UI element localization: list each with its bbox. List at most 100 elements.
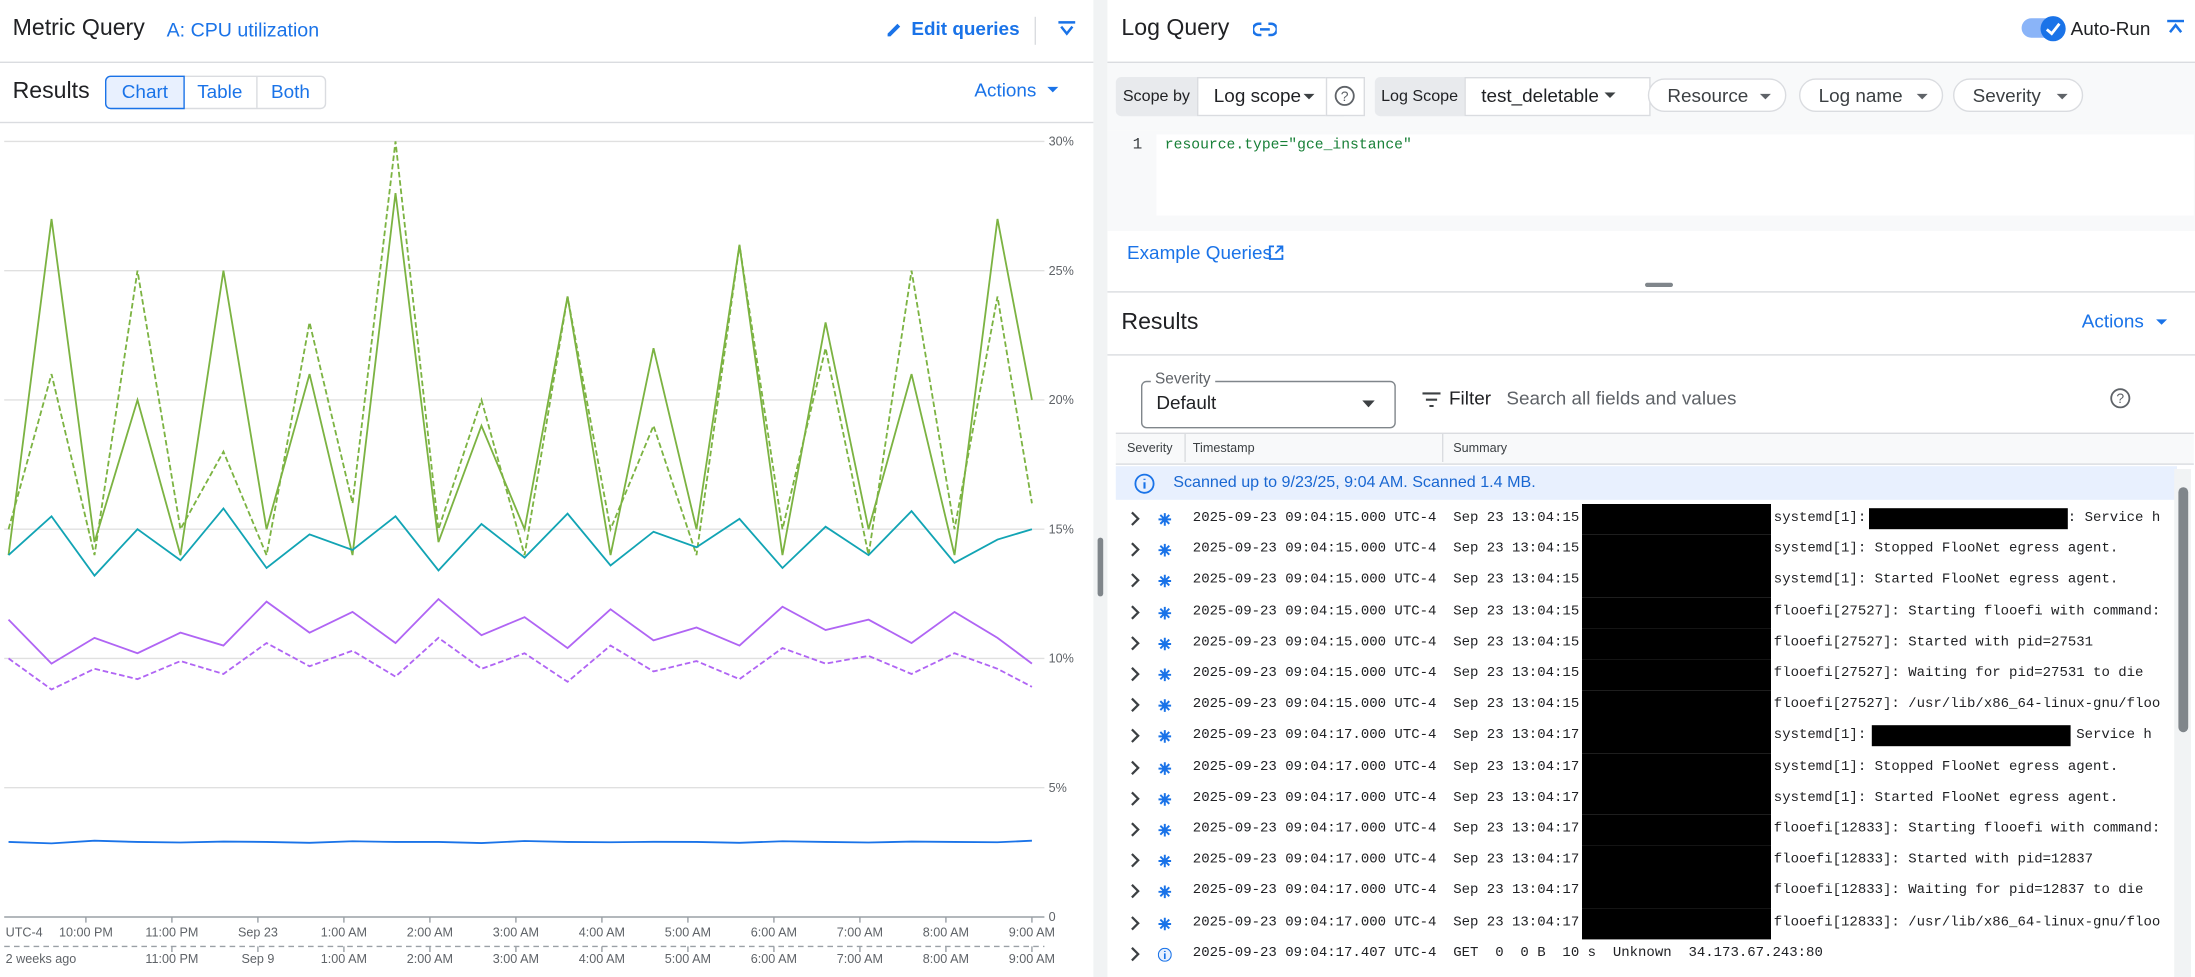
x-tick-label: 1:00 AM [321,926,367,940]
expand-icon[interactable] [1130,822,1141,837]
expand-icon[interactable] [1130,511,1141,526]
log-row[interactable]: 2025-09-23 09:04:15.000 UTC-4 Sep 23 13:0… [1116,628,2177,660]
series-line [7,192,1033,556]
timestamp: 2025-09-23 09:04:15.000 UTC-4 [1192,697,1437,713]
timestamp: 2025-09-23 09:04:17.000 UTC-4 [1192,852,1437,869]
expand-icon[interactable] [1130,946,1141,961]
tab[interactable]: Chart [105,75,185,110]
auto-run[interactable]: Auto-Run [2070,18,2151,40]
collapse-icon[interactable] [1057,21,1077,38]
drag-handle[interactable] [1645,282,1673,287]
log-row[interactable]: 2025-09-23 09:04:17.000 UTC-4 Sep 23 13:0… [1116,752,2177,784]
redacted [1871,725,2071,747]
time: Sep 23 13:04:15 [1453,573,1580,589]
expand-icon[interactable] [1130,542,1141,557]
severity-icon [1158,668,1172,682]
expand-icon[interactable] [1130,884,1141,899]
log-row[interactable]: 2025-09-23 09:04:15.000 UTC-4 Sep 23 13:0… [1116,597,2177,629]
search-input[interactable]: Search all fields and values [1506,387,1737,409]
panel-title: Metric Query [12,15,145,41]
x-tick-label: 10:00 PM [59,926,113,940]
redacted [1582,504,1771,536]
log-row[interactable]: 2025-09-23 09:04:17.000 UTC-4 Sep 23 13:0… [1116,783,2177,816]
log-row[interactable]: 2025-09-23 09:04:17.407 UTC-4 GET 0 0 B 1… [1116,939,2177,970]
divider [1034,16,1036,45]
filter-icon [1422,392,1441,408]
log-row[interactable]: 2025-09-23 09:04:17.000 UTC-4 Sep 23 13:0… [1116,814,2177,847]
message: flooefi[27527]: /usr/lib/x86_64-linux-gn… [1773,697,2161,713]
timezone: UTC-4 [6,926,43,940]
caret [1047,86,1059,93]
example-queries[interactable]: Example Queries [1127,242,1272,264]
expand-icon[interactable] [1130,729,1141,744]
filter-chip[interactable]: Severity [1953,78,2084,112]
column-header[interactable]: Timestamp [1192,441,1255,455]
timestamp: 2025-09-23 09:04:17.407 UTC-4 [1192,946,1437,962]
help-icon[interactable]: ? [2110,388,2131,409]
log-row[interactable]: 2025-09-23 09:04:15.000 UTC-4 Sep 23 13:0… [1116,535,2177,567]
edit-queries[interactable]: Edit queries [911,18,1020,40]
expand-icon[interactable] [1130,853,1141,868]
time: Sep 23 13:04:17 [1453,728,1580,744]
filter-chip[interactable]: Log name [1799,78,1944,112]
editor[interactable] [1156,134,2194,216]
series-line [7,597,1033,665]
timestamp: 2025-09-23 09:04:15.000 UTC-4 [1192,635,1437,651]
message: flooefi[12833]: Waiting for pid=12837 to… [1773,883,2144,900]
column-header[interactable]: Summary [1453,441,1508,455]
expand-icon[interactable] [1130,760,1141,775]
help-button[interactable] [1325,77,1365,117]
log-scope-select[interactable]: test_deletable [1464,77,1651,117]
query-name[interactable]: A: CPU utilization [166,18,320,41]
svg-text:?: ? [1341,88,1349,104]
redacted [1869,508,2068,530]
expand-icon[interactable] [1130,573,1141,588]
table-header [1115,432,2194,465]
tab[interactable]: Table [183,77,258,108]
expand-icon[interactable] [1130,697,1141,713]
expand-icon[interactable] [1130,791,1141,806]
tab[interactable]: Both [271,81,310,103]
scope-select[interactable]: Log scope [1197,77,1344,117]
splitter-handle[interactable] [1097,537,1104,597]
caret [1759,93,1771,100]
time: Sep 23 13:04:15 [1453,697,1580,713]
column-header[interactable]: Severity [1127,441,1173,455]
time: Sep 23 13:04:15 [1453,511,1580,527]
log-row[interactable]: 2025-09-23 09:04:15.000 UTC-4 Sep 23 13:0… [1116,566,2177,598]
external-icon [1268,245,1284,260]
scan-note: Scanned up to 9/23/25, 9:04 AM. Scanned … [1173,474,1536,492]
time: Sep 23 13:04:15 [1453,542,1580,558]
actions[interactable]: Actions [2081,310,2144,332]
log-row[interactable]: 2025-09-23 09:04:15.000 UTC-4 Sep 23 13:0… [1116,690,2177,722]
time: Sep 23 13:04:17 [1453,821,1580,838]
expand-icon[interactable] [1130,635,1141,651]
log-row[interactable]: 2025-09-23 09:04:17.000 UTC-4 Sep 23 13:0… [1116,845,2177,878]
divider [1442,434,1444,462]
severity-icon [1158,730,1172,744]
compare-tick-label: Sep 9 [241,952,274,966]
x-tick-label: 8:00 AM [923,926,969,940]
scroll-thumb[interactable] [2178,487,2189,733]
message: flooefi[27527]: Waiting for pid=27531 to… [1773,666,2144,682]
expand-icon[interactable] [1130,915,1141,930]
collapse-icon[interactable] [2166,19,2186,37]
log-row[interactable]: 2025-09-23 09:04:17.000 UTC-4 Sep 23 13:0… [1116,876,2177,909]
log-row[interactable]: 2025-09-23 09:04:15.000 UTC-4 Sep 23 13:0… [1116,504,2177,536]
filter-chip[interactable]: Resource [1647,78,1787,112]
series-line [7,141,1033,559]
message: flooefi[27527]: Started with pid=27531 [1773,635,2094,651]
severity-select[interactable] [1141,380,1396,429]
log-row[interactable]: 2025-09-23 09:04:15.000 UTC-4 Sep 23 13:0… [1116,659,2177,691]
severity-icon [1158,792,1172,806]
expand-icon[interactable] [1130,666,1141,682]
y-tick-label: 25% [1049,264,1074,278]
splitter[interactable] [1093,0,1108,977]
log-row[interactable]: 2025-09-23 09:04:17.000 UTC-4 Sep 23 13:0… [1116,721,2177,753]
log-row[interactable]: 2025-09-23 09:04:17.000 UTC-4 Sep 23 13:0… [1116,908,2177,940]
expand-icon[interactable] [1130,604,1141,620]
redacted [1582,535,1771,567]
link-icon[interactable] [1253,20,1277,40]
actions[interactable]: Actions [974,79,1037,101]
